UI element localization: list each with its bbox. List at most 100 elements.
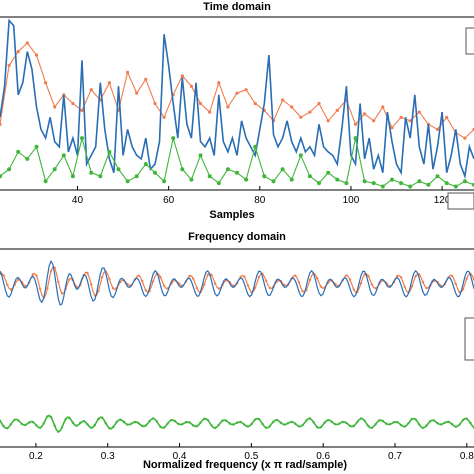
time-series-0-point: [189, 84, 193, 88]
freq-series-2-point: [327, 418, 330, 422]
time-series-0-point: [25, 41, 29, 45]
time-series-2-point: [399, 181, 404, 186]
freq-series-2-point: [115, 420, 118, 424]
time-series-0-point: [80, 108, 84, 112]
time-series-0-point: [217, 81, 221, 85]
freq-series-2-point: [367, 424, 370, 428]
freq-series-0-point: [9, 288, 13, 291]
freq-series-0-point: [2, 274, 5, 277]
freq-series-0-point: [86, 271, 89, 275]
freq-series-0-point: [38, 287, 42, 290]
freq-series-0-point: [144, 289, 147, 292]
time-series-0-point: [162, 115, 166, 119]
freq-series-2-point: [440, 423, 443, 426]
freq-series-2-point: [79, 421, 82, 425]
time-series-2-point: [143, 162, 148, 167]
time-series-0-point: [244, 88, 248, 92]
freq-series-2-point: [100, 416, 104, 419]
time-series-2-point: [225, 167, 230, 172]
time-series-0-point: [71, 101, 75, 106]
freq-series-2-point: [137, 422, 140, 425]
time-series-2-point: [344, 181, 349, 186]
freq-series-2-point: [53, 424, 56, 427]
freq-series-0-point: [370, 283, 374, 286]
freq-series-2-point: [130, 422, 133, 425]
freq-series-2-point: [261, 422, 264, 426]
time-series-2-point: [271, 179, 276, 184]
freq-series-2-point: [108, 427, 111, 430]
freq-series-0-point: [195, 286, 199, 290]
freq-series-2-point: [410, 417, 414, 421]
time-series-0-point: [153, 101, 157, 106]
time-series-0-point: [363, 112, 367, 116]
freq-x-tick-label: 0.2: [29, 451, 43, 462]
time-series-0-point: [335, 108, 339, 112]
freq-series-0-point: [210, 273, 213, 277]
time-series-2-point: [289, 177, 294, 182]
freq-series-2-point: [97, 417, 100, 421]
frequency-domain-x-ticks: 0.2 0.3 0.4 0.5 0.6 0.7 0.8: [29, 443, 474, 462]
freq-series-2-point: [359, 417, 363, 420]
time-x-tick-label: 60: [163, 195, 175, 206]
time-series-2-point: [98, 174, 103, 179]
freq-series-2-point: [119, 418, 122, 421]
freq-series-2-point: [461, 418, 465, 422]
freq-series-2-point: [217, 423, 220, 427]
freq-series-0-point: [319, 285, 323, 288]
time-series-2-point: [125, 179, 130, 184]
freq-series-2-point: [206, 418, 209, 422]
time-series-2-point: [253, 144, 258, 149]
freq-series-2-point: [199, 421, 202, 424]
time-series-2-point: [453, 184, 458, 189]
freq-series-0-point: [151, 280, 155, 283]
time-series-0-point: [308, 110, 312, 114]
freq-series-2-point: [469, 421, 472, 425]
time-series-2-point: [198, 153, 203, 158]
time-series-0-point: [317, 101, 321, 106]
freq-series-0-point: [294, 274, 297, 277]
time-series-2-point: [390, 177, 394, 182]
freq-series-2-point: [257, 417, 261, 421]
freq-series-2-point: [345, 421, 348, 425]
freq-series-2-point: [151, 417, 155, 420]
time-series-2-point: [326, 170, 331, 175]
time-series-2-point: [70, 174, 75, 179]
time-series-0-point: [399, 115, 403, 119]
freq-series-2-point: [279, 421, 282, 424]
freq-series-2-point: [385, 422, 388, 425]
freq-series-2-point: [305, 419, 308, 422]
time-series-0-point: [180, 74, 184, 78]
time-series-0-point: [299, 115, 303, 119]
time-series-0-point: [89, 88, 93, 92]
time-series-0-point: [281, 98, 285, 102]
time-series-0-point: [235, 91, 239, 95]
freq-series-2-point: [399, 423, 403, 427]
freq-series-0-point: [31, 273, 34, 276]
time-series-2-point: [235, 170, 239, 175]
time-series-2-point: [171, 136, 176, 141]
time-series-2-point: [362, 179, 367, 184]
freq-series-2-point: [407, 422, 410, 425]
freq-series-2-point: [297, 425, 301, 428]
time-series-2-point: [317, 181, 321, 186]
time-series-0-point: [198, 101, 203, 106]
freq-series-2-point: [148, 420, 151, 423]
freq-series-0-point: [403, 285, 406, 288]
time-series-2-point: [307, 174, 312, 179]
time-series-0-point: [290, 105, 294, 109]
freq-series-2-point: [71, 421, 75, 424]
freq-series-2-point: [86, 423, 89, 426]
freq-series-0-point: [367, 274, 370, 278]
time-series-0-point: [107, 81, 111, 85]
freq-series-2-point: [133, 420, 137, 424]
freq-x-tick-label: 0.8: [460, 451, 474, 462]
freq-series-2-point: [301, 424, 304, 427]
freq-series-2-point: [421, 426, 425, 430]
freq-series-2-point: [170, 418, 173, 422]
freq-series-0-point: [35, 274, 38, 277]
freq-series-2-point: [90, 426, 93, 429]
freq-series-2-point: [159, 425, 162, 428]
freq-series-0-point: [57, 280, 60, 283]
time-x-tick-label: 100: [343, 195, 360, 206]
time-domain-chart: Time domain 40 60 80 100 120 Samples: [0, 1, 474, 221]
